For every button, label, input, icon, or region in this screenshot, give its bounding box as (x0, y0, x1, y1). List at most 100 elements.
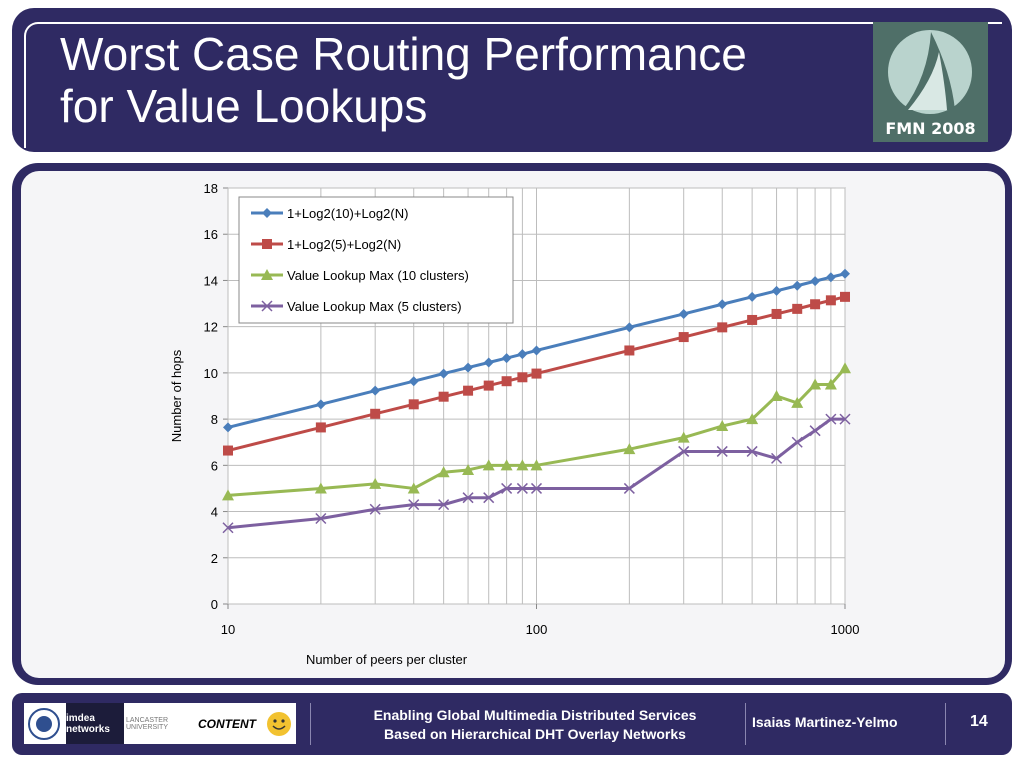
data-point (747, 291, 758, 302)
legend-label: 1+Log2(10)+Log2(N) (287, 206, 408, 221)
legend-marker (262, 239, 272, 249)
conference-logo: FMN 2008 (873, 22, 988, 142)
data-point (530, 482, 543, 494)
data-point (771, 308, 782, 319)
data-point (530, 459, 543, 471)
data-point (791, 436, 803, 448)
data-point (770, 390, 783, 401)
y-tick-label: 2 (211, 551, 218, 566)
data-point (483, 357, 494, 368)
data-point (369, 503, 381, 515)
y-axis-label: Number of hops (169, 349, 184, 442)
author-name: Isaias Martinez-Yelmo (752, 714, 898, 730)
legend-label: Value Lookup Max (10 clusters) (287, 268, 469, 283)
data-point (839, 413, 851, 425)
data-point (747, 314, 758, 325)
data-point (623, 443, 636, 455)
title-line-2: for Value Lookups (60, 80, 428, 132)
data-point (516, 459, 529, 471)
y-tick-label: 0 (211, 597, 218, 612)
legend-marker (261, 269, 273, 280)
title-line-1: Worst Case Routing Performance (60, 28, 747, 80)
data-point (746, 413, 759, 425)
data-point (678, 332, 689, 343)
data-point (825, 295, 836, 306)
data-point (716, 445, 728, 457)
footer-divider (745, 703, 746, 745)
data-point (717, 322, 728, 333)
data-point (716, 420, 729, 432)
data-point (408, 499, 420, 511)
content-logo: CONTENT (198, 716, 256, 731)
data-point (809, 425, 821, 437)
partner-logos: imdea networks LANCASTER UNIVERSITY CONT… (24, 703, 296, 744)
y-tick-label: 4 (211, 505, 218, 520)
data-point (222, 489, 234, 501)
y-tick-label: 6 (211, 458, 218, 473)
data-point (500, 459, 513, 471)
data-point (370, 385, 381, 396)
y-tick-label: 8 (211, 412, 218, 427)
x-tick-label: 100 (526, 622, 548, 637)
data-point (314, 482, 327, 494)
data-point (223, 422, 233, 433)
data-point (678, 445, 690, 457)
data-point (771, 285, 782, 296)
logo-label: FMN 2008 (885, 119, 976, 138)
data-point (463, 385, 474, 396)
data-point (839, 362, 851, 374)
data-point (531, 368, 542, 379)
university-seal-icon (24, 703, 64, 744)
data-point (437, 466, 450, 478)
data-point (315, 399, 326, 410)
data-point (677, 431, 690, 443)
footer-divider (310, 703, 311, 745)
data-point (810, 276, 821, 287)
data-point (408, 399, 419, 410)
data-point (809, 378, 822, 390)
data-point (840, 268, 850, 279)
y-tick-label: 14 (204, 273, 218, 288)
data-point (315, 422, 326, 433)
data-point (438, 368, 449, 379)
page-number: 14 (970, 713, 988, 730)
data-point (810, 299, 821, 310)
legend-marker (262, 208, 272, 218)
sail-logo-icon (888, 30, 972, 114)
data-point (501, 353, 512, 364)
data-point (438, 391, 449, 402)
data-point (824, 378, 837, 390)
data-point (315, 512, 327, 525)
smiley-icon (264, 703, 294, 744)
footer-divider (945, 703, 946, 745)
data-point (624, 345, 635, 356)
y-tick-label: 12 (204, 320, 218, 335)
data-point (825, 272, 836, 283)
data-point (370, 408, 381, 419)
data-point (825, 413, 837, 425)
data-point (483, 492, 495, 504)
data-point (222, 522, 234, 534)
data-point (462, 492, 474, 504)
footer-line-1: Enabling Global Multimedia Distributed S… (373, 707, 697, 723)
x-tick-label: 10 (221, 622, 235, 637)
slide-title: Worst Case Routing Performance for Value… (60, 28, 747, 132)
legend-marker (261, 300, 273, 312)
data-point (483, 380, 494, 391)
y-tick-label: 16 (204, 227, 218, 242)
y-tick-label: 10 (204, 366, 218, 381)
data-point (717, 299, 728, 310)
data-point (516, 482, 528, 494)
data-point (792, 303, 803, 314)
data-point (369, 477, 382, 489)
data-point (223, 445, 233, 456)
presentation-title: Enabling Global Multimedia Distributed S… (320, 706, 750, 744)
data-point (517, 372, 528, 383)
data-point (501, 376, 512, 387)
data-point (746, 445, 758, 457)
imdea-logo: imdea networks (66, 703, 124, 744)
data-point (791, 396, 804, 408)
data-point (531, 345, 542, 356)
data-point (501, 482, 513, 494)
